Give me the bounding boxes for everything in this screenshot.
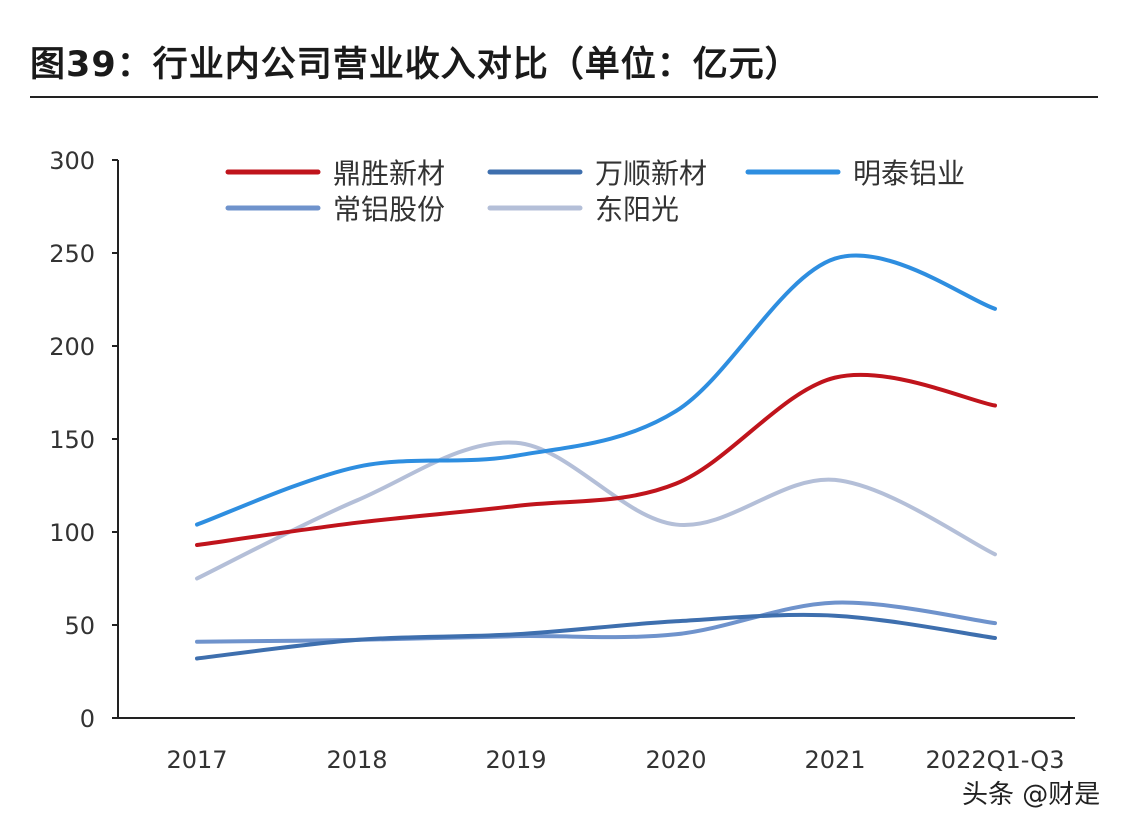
- legend-label: 常铝股份: [333, 193, 445, 226]
- series-line-1: [195, 372, 997, 548]
- y-tick-label: 300: [49, 147, 95, 175]
- legend-label: 万顺新材: [595, 157, 707, 190]
- x-tick-label: 2021: [804, 746, 865, 774]
- y-tick-label: 100: [49, 519, 95, 547]
- x-tick-label: 2019: [485, 746, 546, 774]
- chart-title: 图39：行业内公司营业收入对比（单位：亿元）: [30, 45, 801, 85]
- legend-label: 鼎胜新材: [333, 157, 445, 190]
- legend-label: 明泰铝业: [853, 157, 965, 190]
- series-line-5: [195, 440, 997, 581]
- x-tick-label: 2022Q1-Q3: [926, 746, 1065, 774]
- x-tick-label: 2020: [645, 746, 706, 774]
- series-line-3: [195, 253, 997, 527]
- x-tick-label: 2018: [326, 746, 387, 774]
- y-tick-label: 0: [80, 705, 95, 733]
- y-tick-label: 50: [64, 612, 95, 640]
- y-tick-label: 250: [49, 240, 95, 268]
- y-tick-label: 200: [49, 333, 95, 361]
- x-tick-label: 2017: [166, 746, 227, 774]
- y-tick-label: 150: [49, 426, 95, 454]
- series-line-4: [195, 600, 997, 644]
- watermark: 头条 @财是: [962, 780, 1101, 810]
- series-line-2: [195, 612, 997, 661]
- title-divider: [30, 96, 1098, 98]
- legend-label: 东阳光: [595, 193, 679, 226]
